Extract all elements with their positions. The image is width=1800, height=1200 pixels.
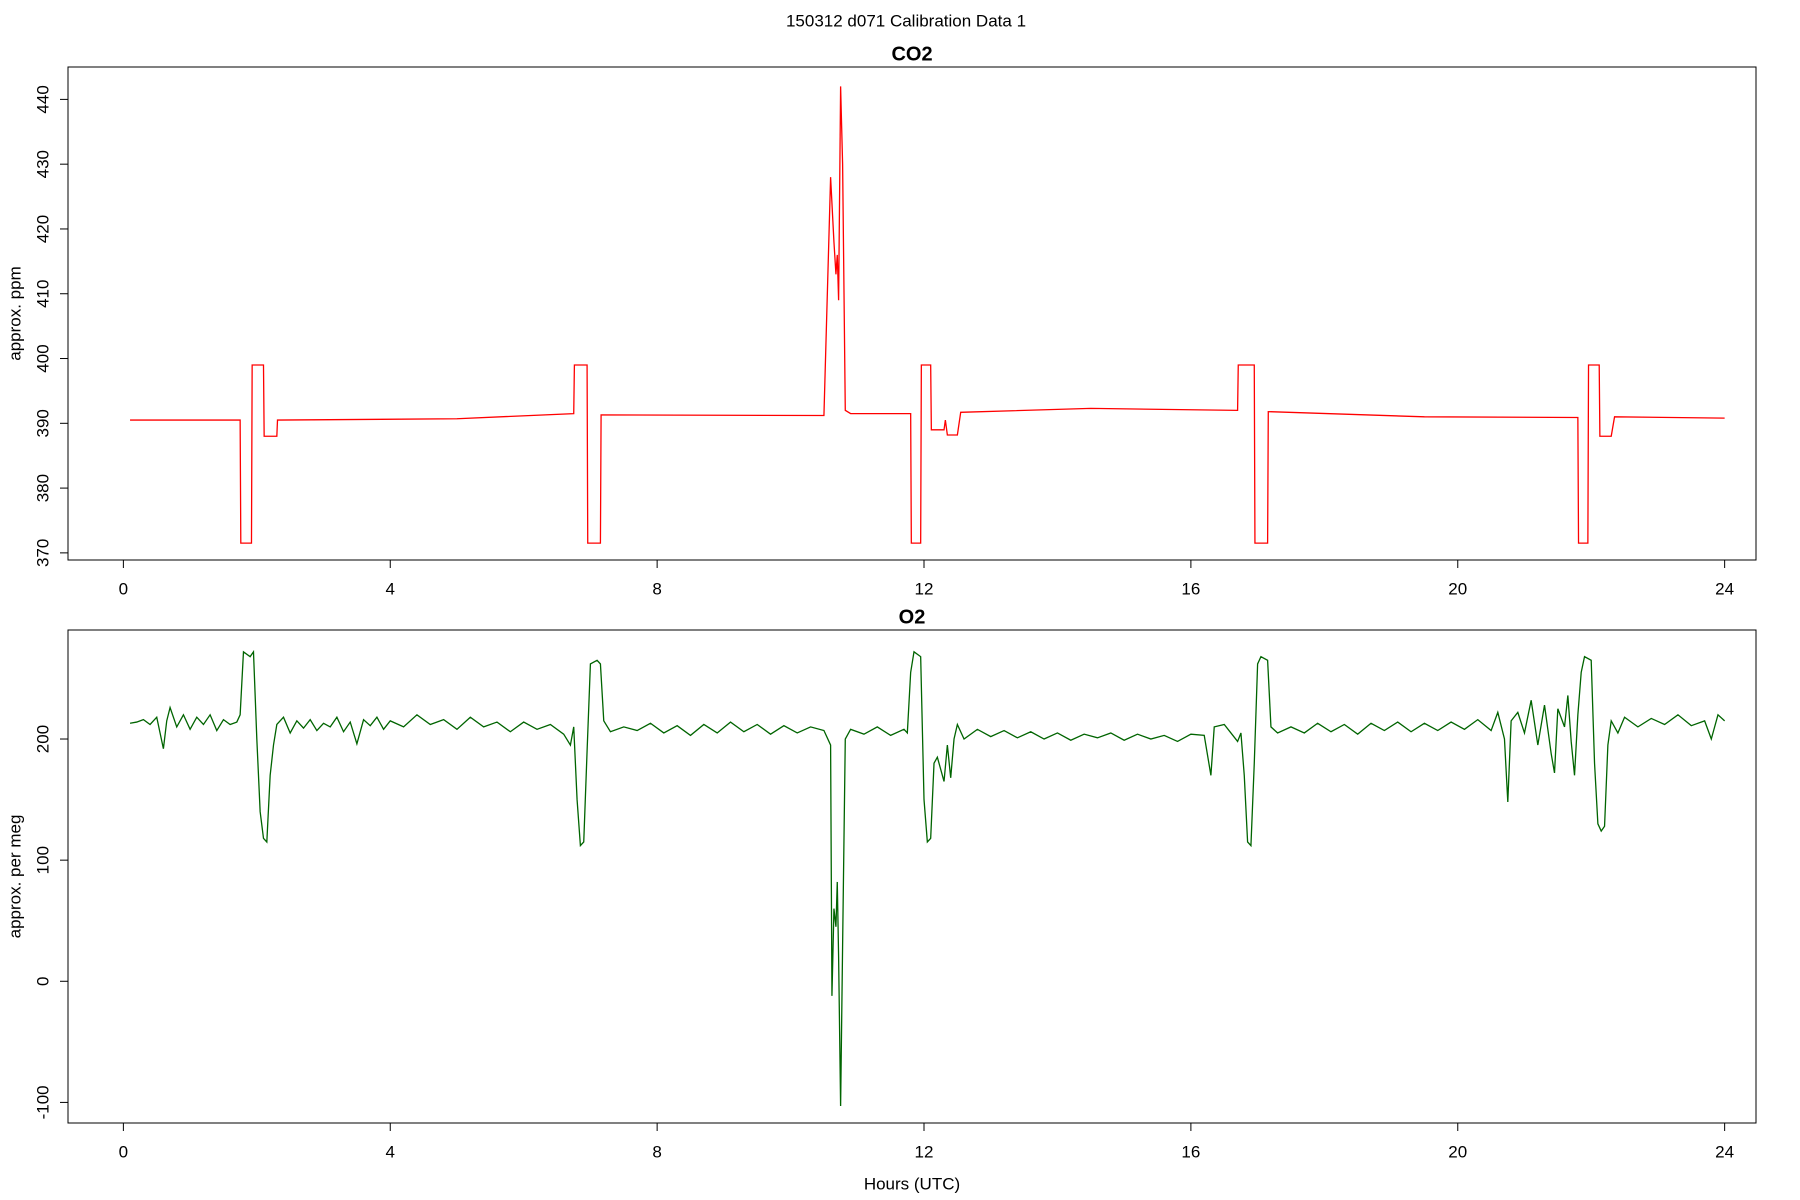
data-line [129, 649, 1726, 1107]
plot-box [67, 66, 1757, 561]
x-tick-label: 12 [915, 1142, 934, 1161]
y-tick-label: -100 [33, 1085, 52, 1119]
y-tick-label: 100 [33, 846, 52, 874]
y-tick-label: 200 [33, 725, 52, 753]
y-axis-label: approx. per meg [5, 815, 24, 939]
y-tick-label: 390 [33, 409, 52, 437]
x-tick-label: 8 [652, 579, 661, 598]
y-tick-label: 410 [33, 280, 52, 308]
y-tick-label: 430 [33, 150, 52, 178]
y-tick-label: 400 [33, 344, 52, 372]
x-tick-label: 4 [386, 1142, 395, 1161]
x-tick-label: 0 [119, 579, 128, 598]
x-tick-label: 8 [652, 1142, 661, 1161]
y-tick-label: 440 [33, 85, 52, 113]
x-tick-label: 16 [1181, 1142, 1200, 1161]
x-tick-label: 24 [1715, 579, 1734, 598]
x-tick-label: 20 [1448, 1142, 1467, 1161]
figure-title: 150312 d071 Calibration Data 1 [786, 11, 1026, 30]
x-tick-label: 4 [386, 579, 395, 598]
plot-box [67, 629, 1757, 1124]
y-tick-label: 370 [33, 539, 52, 567]
y-tick-label: 0 [33, 977, 52, 986]
x-axis-label: Hours (UTC) [864, 1174, 960, 1193]
y-tick-label: 380 [33, 474, 52, 502]
y-axis-label: approx. ppm [5, 266, 24, 361]
data-line [130, 86, 1725, 544]
y-tick-label: 420 [33, 215, 52, 243]
x-tick-label: 20 [1448, 579, 1467, 598]
x-tick-label: 24 [1715, 1142, 1734, 1161]
x-tick-label: 16 [1181, 579, 1200, 598]
x-tick-label: 0 [119, 1142, 128, 1161]
panel-title: O2 [899, 606, 926, 628]
panel-title: CO2 [891, 43, 932, 65]
x-tick-label: 12 [915, 579, 934, 598]
